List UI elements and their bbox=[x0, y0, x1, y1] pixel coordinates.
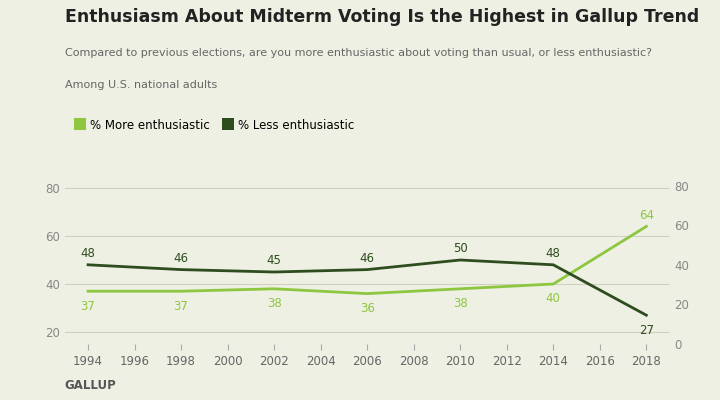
Text: Among U.S. national adults: Among U.S. national adults bbox=[65, 80, 217, 90]
Text: 46: 46 bbox=[174, 252, 189, 265]
Text: 48: 48 bbox=[546, 247, 561, 260]
Text: Compared to previous elections, are you more enthusiastic about voting than usua: Compared to previous elections, are you … bbox=[65, 48, 652, 58]
Text: 36: 36 bbox=[360, 302, 374, 315]
Text: Enthusiasm About Midterm Voting Is the Highest in Gallup Trend: Enthusiasm About Midterm Voting Is the H… bbox=[65, 8, 699, 26]
Text: GALLUP: GALLUP bbox=[65, 379, 117, 392]
Text: 45: 45 bbox=[266, 254, 282, 267]
Text: 37: 37 bbox=[81, 300, 96, 313]
Text: 27: 27 bbox=[639, 324, 654, 336]
Legend: % More enthusiastic, % Less enthusiastic: % More enthusiastic, % Less enthusiastic bbox=[71, 114, 359, 136]
Text: 38: 38 bbox=[267, 297, 282, 310]
Text: 38: 38 bbox=[453, 297, 467, 310]
Text: 40: 40 bbox=[546, 292, 561, 306]
Text: 50: 50 bbox=[453, 242, 467, 255]
Text: 46: 46 bbox=[360, 252, 374, 265]
Text: 48: 48 bbox=[81, 247, 96, 260]
Text: 64: 64 bbox=[639, 208, 654, 222]
Text: 37: 37 bbox=[174, 300, 189, 313]
